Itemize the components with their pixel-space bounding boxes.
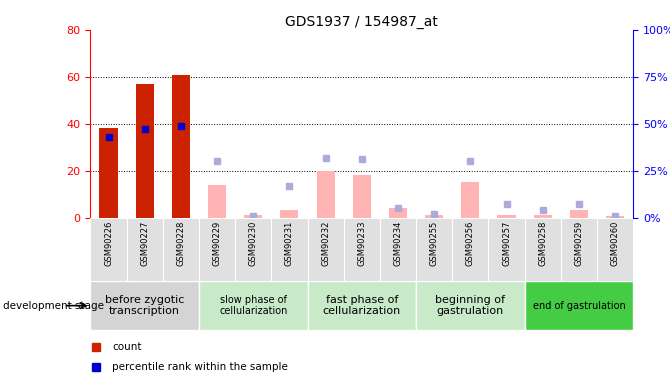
Text: GSM90228: GSM90228: [176, 220, 186, 266]
Text: count: count: [112, 342, 141, 351]
Bar: [172, 75, 190, 217]
Text: percentile rank within the sample: percentile rank within the sample: [112, 362, 288, 372]
Text: GSM90233: GSM90233: [357, 220, 366, 266]
Text: GSM90229: GSM90229: [212, 220, 222, 266]
Bar: [570, 210, 588, 218]
Text: GSM90260: GSM90260: [610, 220, 620, 266]
Text: GSM90256: GSM90256: [466, 220, 475, 266]
Text: before zygotic
transcription: before zygotic transcription: [105, 295, 184, 316]
Bar: [308, 281, 416, 330]
Text: GSM90257: GSM90257: [502, 220, 511, 266]
Bar: [271, 217, 308, 281]
Bar: [235, 217, 271, 281]
Bar: [488, 217, 525, 281]
Text: GSM90259: GSM90259: [574, 220, 584, 266]
Bar: [597, 217, 633, 281]
Bar: [244, 215, 262, 217]
Bar: [280, 210, 298, 218]
Text: GSM90255: GSM90255: [429, 220, 439, 266]
Text: GSM90226: GSM90226: [104, 220, 113, 266]
Bar: [344, 217, 380, 281]
Bar: [90, 281, 199, 330]
Bar: [316, 171, 334, 217]
Bar: [199, 217, 235, 281]
Text: development stage: development stage: [3, 301, 105, 310]
Text: end of gastrulation: end of gastrulation: [533, 301, 625, 310]
Text: slow phase of
cellularization: slow phase of cellularization: [219, 295, 287, 316]
Bar: [208, 185, 226, 218]
Bar: [461, 182, 479, 218]
Bar: [452, 217, 488, 281]
Bar: [308, 217, 344, 281]
Bar: [389, 208, 407, 218]
Bar: [525, 281, 633, 330]
Bar: [90, 217, 127, 281]
Bar: [416, 217, 452, 281]
Bar: [416, 281, 525, 330]
Bar: [561, 217, 597, 281]
Text: GSM90232: GSM90232: [321, 220, 330, 266]
Bar: [533, 215, 551, 217]
Text: GSM90227: GSM90227: [140, 220, 149, 266]
Bar: [606, 216, 624, 217]
Bar: [163, 217, 199, 281]
Bar: [199, 281, 308, 330]
Bar: [497, 215, 516, 217]
Text: fast phase of
cellularization: fast phase of cellularization: [323, 295, 401, 316]
Bar: [135, 84, 153, 218]
Bar: [99, 128, 117, 217]
Text: GSM90258: GSM90258: [538, 220, 547, 266]
Bar: [127, 217, 163, 281]
Text: GSM90230: GSM90230: [249, 220, 258, 266]
Bar: [525, 217, 561, 281]
Title: GDS1937 / 154987_at: GDS1937 / 154987_at: [285, 15, 438, 29]
Text: GSM90234: GSM90234: [393, 220, 403, 266]
Text: GSM90231: GSM90231: [285, 220, 294, 266]
Text: beginning of
gastrulation: beginning of gastrulation: [436, 295, 505, 316]
Bar: [352, 176, 371, 217]
Bar: [380, 217, 416, 281]
Bar: [425, 215, 443, 217]
